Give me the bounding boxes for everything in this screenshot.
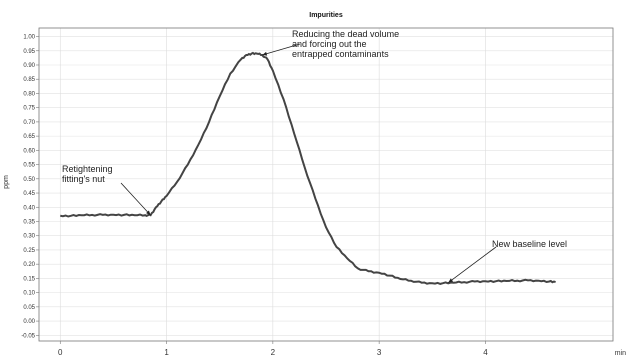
annotation-text: fitting's nut xyxy=(62,174,105,184)
x-tick-label: 1 xyxy=(164,348,169,357)
y-tick-label: 0.80 xyxy=(23,91,35,97)
plot-frame xyxy=(38,27,614,342)
y-tick-label: 0.25 xyxy=(23,248,35,254)
x-axis-label: min xyxy=(615,350,626,357)
y-tick-label: 0.05 xyxy=(23,305,35,311)
chart-title: Impurities xyxy=(309,12,343,19)
y-tick-label: -0.05 xyxy=(21,333,35,339)
annotation-text: and forcing out the xyxy=(292,39,367,49)
annotation-arrowhead xyxy=(262,51,268,56)
y-tick-label: 0.20 xyxy=(23,262,35,268)
y-tick-label: 0.10 xyxy=(23,291,35,297)
annotation-text: Reducing the dead volume xyxy=(292,29,399,39)
x-tick-label: 0 xyxy=(58,348,63,357)
y-tick-label: 0.70 xyxy=(23,120,35,126)
y-tick-label: 0.40 xyxy=(23,205,35,211)
y-tick-label: 0.00 xyxy=(23,319,35,325)
y-axis-ticks: -0.05 0.00 0.05 0.10 0.15 0.20 0.25 0.30 0.35 0.4… xyxy=(21,35,39,339)
y-tick-label: 0.65 xyxy=(23,134,35,140)
x-tick-label: 2 xyxy=(271,348,276,357)
annotation-text: Retightening xyxy=(62,164,113,174)
x-tick-label: 4 xyxy=(483,348,488,357)
y-tick-label: 0.95 xyxy=(23,49,35,55)
annotation-arrow xyxy=(262,43,301,56)
annotation-arrow xyxy=(448,246,497,283)
y-tick-label: 0.15 xyxy=(23,276,35,282)
y-tick-label: 1.00 xyxy=(23,35,35,41)
y-tick-label: 0.90 xyxy=(23,63,35,69)
y-tick-label: 0.85 xyxy=(23,77,35,83)
y-axis-label: ppm xyxy=(3,175,10,189)
y-tick-label: 0.45 xyxy=(23,191,35,197)
annotation-text: New baseline level xyxy=(492,239,567,249)
x-axis-ticks: 0 1 2 3 4 xyxy=(58,341,488,357)
annotation-arrowhead xyxy=(448,278,454,283)
annotation-arrow xyxy=(120,182,151,216)
gridlines xyxy=(39,28,613,341)
y-tick-label: 0.35 xyxy=(23,219,35,225)
y-tick-label: 0.30 xyxy=(23,234,35,240)
annotation: New baseline level xyxy=(448,239,567,283)
y-tick-label: 0.75 xyxy=(23,106,35,112)
y-tick-label: 0.60 xyxy=(23,148,35,154)
annotation-arrowhead xyxy=(146,210,151,216)
series-line xyxy=(60,51,556,285)
y-tick-label: 0.50 xyxy=(23,177,35,183)
x-tick-label: 3 xyxy=(377,348,382,357)
annotation-text: entrapped contaminants xyxy=(292,49,389,59)
y-tick-label: 0.55 xyxy=(23,163,35,169)
